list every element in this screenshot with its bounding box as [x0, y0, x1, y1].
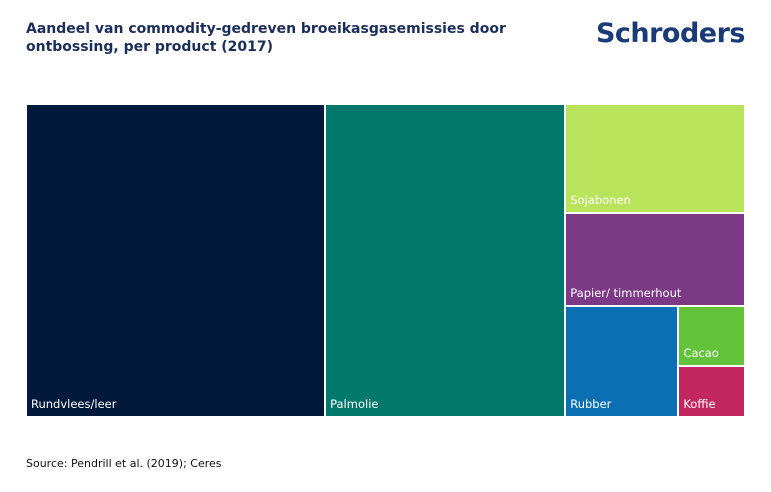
treemap: Rundvlees/leer Palmolie Sojabonen Papier/ t…: [26, 104, 745, 417]
tile: Cacao: [678, 305, 745, 367]
tile-label: Cacao: [683, 346, 719, 361]
tile-label: Rubber: [570, 396, 612, 411]
tile: Papier/ timmerhout: [565, 212, 745, 306]
tile-label: Palmolie: [330, 397, 379, 411]
tile: Koffie: [678, 366, 745, 417]
tile: Palmolie: [325, 104, 566, 417]
tile-label: Koffie: [683, 396, 716, 411]
tile: Rubber: [565, 305, 679, 417]
tile-label: Rundvlees/leer: [31, 397, 117, 411]
source-note: Source: Pendrill et al. (2019); Ceres: [26, 457, 222, 470]
tile-label: Papier/ timmerhout: [570, 285, 682, 300]
chart-title: Aandeel van commodity-gedreven broeikasg…: [26, 21, 506, 55]
tile: Rundvlees/leer: [26, 104, 326, 417]
brand-logo: Schroders: [595, 18, 746, 49]
tile-label: Sojabonen: [570, 192, 631, 207]
tile: Sojabonen: [565, 104, 745, 213]
